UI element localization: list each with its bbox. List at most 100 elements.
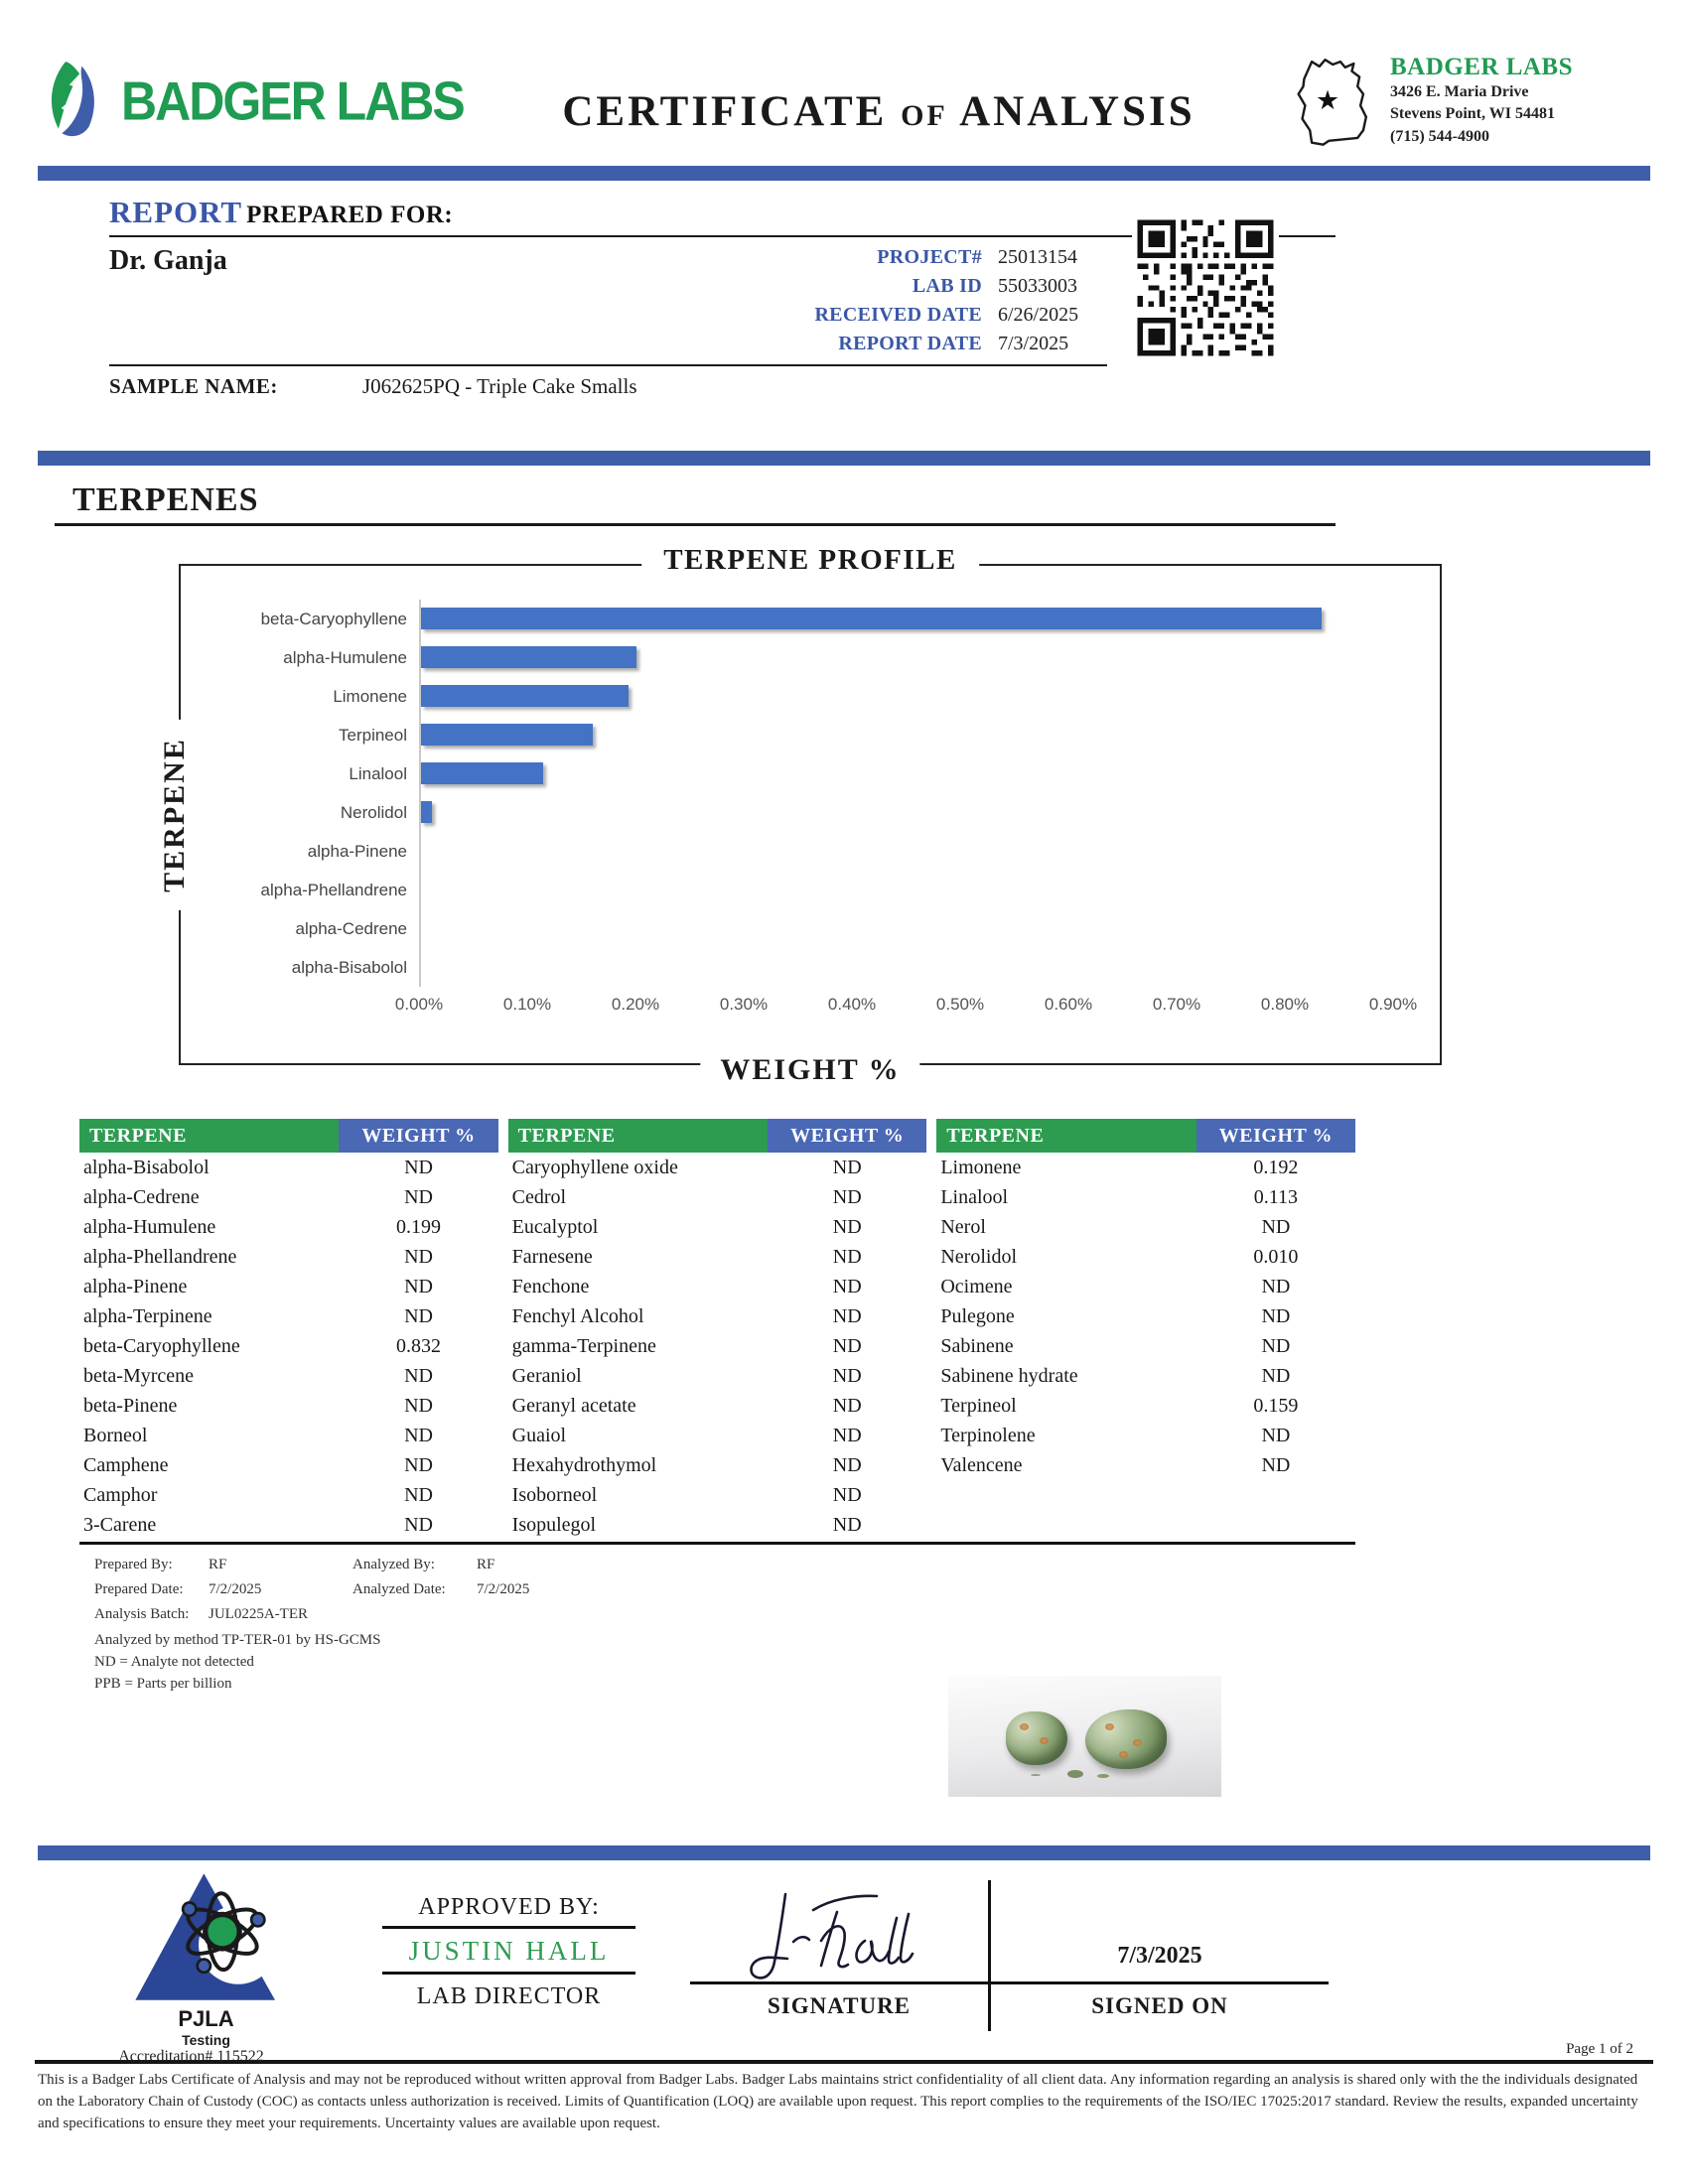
terpene-name: Sabinene hydrate	[940, 1365, 1078, 1387]
signed-on-label: SIGNED ON	[1091, 1993, 1228, 2019]
chart-bar-area	[419, 716, 1395, 754]
terpene-row: Isopulegol ND	[508, 1510, 927, 1540]
analysis-batch-label: Analysis Batch:	[94, 1606, 190, 1622]
table-header-weight: WEIGHT %	[1196, 1119, 1355, 1153]
terpene-name: beta-Caryophyllene	[83, 1335, 240, 1357]
terpene-weight: 0.832	[396, 1335, 442, 1357]
terpene-name: Valencene	[940, 1454, 1023, 1476]
terpene-row: beta-Pinene ND	[79, 1391, 498, 1421]
terpene-weight: ND	[1261, 1335, 1291, 1357]
chart-category-label: alpha-Phellandrene	[260, 880, 407, 899]
terpene-name: Borneol	[83, 1425, 148, 1446]
terpene-weight: ND	[1261, 1216, 1291, 1238]
terpene-row: Isoborneol ND	[508, 1480, 927, 1510]
terpene-name: alpha-Terpinene	[83, 1305, 212, 1327]
terpene-weight: ND	[832, 1335, 862, 1357]
chart-category-label: Nerolidol	[340, 802, 407, 822]
analyzed-by-value: RF	[477, 1557, 495, 1572]
terpene-row: Hexahydrothymol ND	[508, 1450, 927, 1480]
terpene-row: Valencene ND	[936, 1450, 1355, 1480]
terpene-name: Geraniol	[511, 1365, 582, 1387]
terpene-weight: ND	[832, 1305, 862, 1327]
terpene-row: alpha-Pinene ND	[79, 1272, 498, 1301]
table-column-group: TERPENE WEIGHT % Caryophyllene oxide ND Ce…	[507, 1119, 927, 1540]
logo-wordmark: BADGER LABS	[121, 69, 466, 132]
terpene-row: alpha-Cedrene ND	[79, 1182, 498, 1212]
terpene-name: beta-Myrcene	[83, 1365, 195, 1387]
terpene-name: Sabinene	[940, 1335, 1014, 1357]
table-header-weight: WEIGHT %	[339, 1119, 498, 1153]
terpene-weight: ND	[832, 1454, 862, 1476]
pjla-org-name: PJLA	[178, 2006, 234, 2032]
terpene-row: Fenchone ND	[508, 1272, 927, 1301]
chart-row: Linalool	[181, 754, 1440, 793]
chart-x-axis-title: WEIGHT %	[700, 1053, 920, 1087]
signature-line	[690, 1981, 988, 1985]
terpene-name: Cedrol	[511, 1186, 567, 1208]
x-axis-tick-label: 0.00%	[394, 995, 444, 1014]
field-value: 7/3/2025	[998, 333, 1069, 354]
terpene-weight: ND	[404, 1454, 433, 1476]
chart-row: Terpineol	[181, 716, 1440, 754]
terpene-name: alpha-Humulene	[83, 1216, 216, 1238]
page-number: Page 1 of 2	[1566, 2041, 1633, 2058]
terpene-row: Sabinene ND	[936, 1331, 1355, 1361]
chart-category-label: alpha-Cedrene	[295, 918, 407, 938]
terpene-weight: ND	[404, 1425, 433, 1446]
report-prepared-for-heading: REPORT PREPARED FOR:	[109, 195, 1336, 237]
terpene-row: Pulegone ND	[936, 1301, 1355, 1331]
terpene-weight: 0.192	[1253, 1157, 1299, 1178]
terpene-name: Camphor	[83, 1484, 158, 1506]
terpene-weight: ND	[1261, 1276, 1291, 1297]
analyzed-by-label: Analyzed By:	[352, 1557, 435, 1572]
prepared-by-value: RF	[209, 1557, 227, 1572]
terpene-name: Ocimene	[940, 1276, 1013, 1297]
approved-by-label: APPROVED BY:	[382, 1894, 635, 1930]
chart-bar	[421, 724, 594, 746]
chart-bar-area	[419, 948, 1395, 987]
terpene-name: Terpineol	[940, 1395, 1017, 1417]
wisconsin-map-icon: ★	[1291, 50, 1386, 156]
chart-bar	[421, 685, 630, 707]
terpene-name: Isopulegol	[511, 1514, 597, 1536]
footer-rule	[35, 2060, 1653, 2065]
terpene-name: Camphene	[83, 1454, 169, 1476]
terpene-row: Limonene 0.192	[936, 1153, 1355, 1182]
terpene-name: beta-Pinene	[83, 1395, 178, 1417]
approver-title: LAB DIRECTOR	[416, 1983, 602, 2010]
report-fields: PROJECT# 25013154 LAB ID 55033003 RECEIVED D…	[710, 243, 1127, 358]
chart-category-label: beta-Caryophyllene	[260, 609, 407, 628]
terpene-name: Nerolidol	[940, 1246, 1017, 1268]
prepared-date-value: 7/2/2025	[209, 1581, 262, 1597]
page-title: CERTIFICATE of ANALYSIS	[562, 88, 1196, 135]
chart-y-axis-title: TERPENE	[158, 719, 192, 910]
terpene-weight: ND	[404, 1246, 433, 1268]
lab-address-block: ★ BADGER LABS 3426 E. Maria Drive Steven…	[1291, 50, 1648, 156]
chart-bar	[421, 608, 1322, 629]
chart-bar-area	[419, 638, 1395, 677]
prepared-by-label: Prepared By:	[94, 1557, 173, 1572]
terpene-weight: ND	[404, 1395, 433, 1417]
chart-row: alpha-Bisabolol	[181, 948, 1440, 987]
x-axis-tick-label: 0.60%	[1044, 995, 1093, 1014]
chart-bar-area	[419, 871, 1395, 909]
terpene-name: Farnesene	[511, 1246, 593, 1268]
terpene-row: Borneol ND	[79, 1421, 498, 1450]
table-header-weight: WEIGHT %	[768, 1119, 927, 1153]
lab-phone: (715) 544-4900	[1390, 127, 1489, 145]
terpene-weight: ND	[832, 1157, 862, 1178]
x-axis-tick-label: 0.50%	[935, 995, 985, 1014]
terpene-row: alpha-Humulene 0.199	[79, 1212, 498, 1242]
terpene-row: Nerol ND	[936, 1212, 1355, 1242]
field-label: RECEIVED DATE	[814, 304, 982, 326]
chart-bar-area	[419, 677, 1395, 716]
terpene-row: beta-Caryophyllene 0.832	[79, 1331, 498, 1361]
terpene-weight: ND	[832, 1425, 862, 1446]
sample-name-label: SAMPLE NAME:	[109, 374, 278, 398]
terpene-row: Terpinolene ND	[936, 1421, 1355, 1450]
sample-name-row: SAMPLE NAME: J062625PQ - Triple Cake Sma…	[109, 364, 1107, 399]
terpene-profile-chart: TERPENE PROFILE TERPENE beta-Caryophylle…	[158, 544, 1442, 1087]
analyzed-date-label: Analyzed Date:	[352, 1581, 446, 1597]
signed-on-line	[991, 1981, 1329, 1985]
